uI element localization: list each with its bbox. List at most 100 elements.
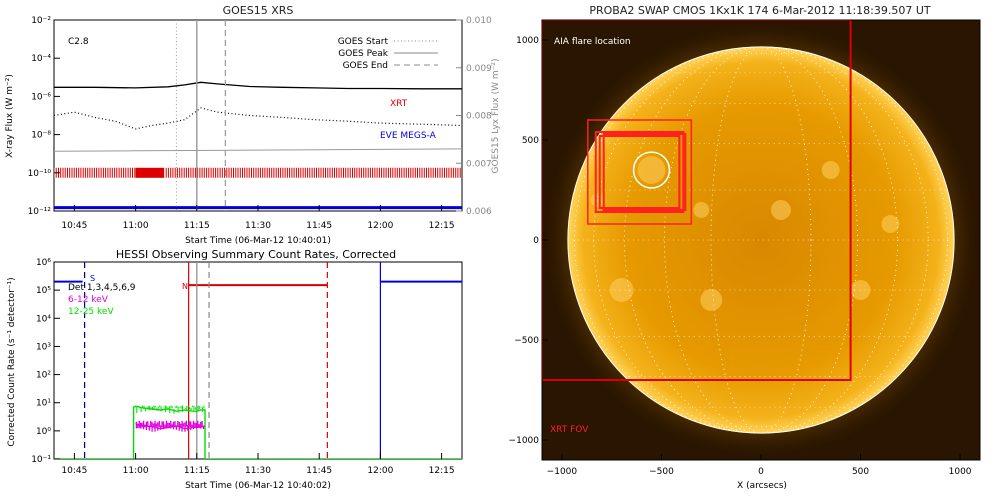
swap-y-tick-label: 500 — [522, 136, 539, 146]
swap-xrt-fov-box — [542, 20, 852, 381]
hessi-marker-n: N — [182, 282, 188, 291]
hessi-title: HESSI Observing Summary Count Rates, Cor… — [116, 248, 396, 261]
swap-bright-region — [850, 280, 871, 300]
goes-xlabel: Start Time (06-Mar-12 10:40:01) — [185, 236, 331, 246]
hessi-x-tick-label: 11:30 — [245, 466, 271, 476]
hessi-legend-12-25: 12-25 keV — [68, 307, 114, 317]
swap-xrt-pointing-box — [587, 119, 693, 225]
hessi-y-tick-label: 10³ — [36, 342, 51, 352]
hessi-x-tick-label: 11:00 — [123, 466, 149, 476]
goes-xrt-label: XRT — [390, 99, 408, 109]
hessi-y-tick-label: 10⁰ — [36, 427, 51, 437]
hessi-x-tick-label: 11:45 — [306, 466, 332, 476]
goes-title: GOES15 XRS — [223, 4, 294, 17]
goes-xrt-coverage — [54, 167, 461, 178]
swap-xrt-fov-label: XRT FOV — [550, 425, 589, 435]
hessi-y-tick-label: 10⁻¹ — [31, 455, 51, 465]
goes-right-tick-label: 0.010 — [466, 16, 492, 26]
swap-x-tick-label: 0 — [758, 467, 764, 477]
hessi-ylabel: Corrected Count Rate (s⁻¹ detector⁻¹) — [7, 277, 17, 446]
swap-bright-region — [637, 156, 666, 184]
swap-title: PROBA2 SWAP CMOS 1Kx1K 174 6-Mar-2012 11… — [589, 4, 931, 17]
swap-x-tick-label: 1000 — [949, 467, 972, 477]
swap-grid-longitude — [574, 46, 948, 434]
hessi-series-6-12-noise — [135, 420, 205, 432]
swap-y-tick-label: 0 — [533, 236, 539, 246]
swap-bright-region — [693, 202, 710, 218]
goes-x-tick-label: 11:15 — [184, 221, 210, 231]
goes-ylabel-right: GOES15 Lyx Flux (W m⁻²) — [491, 59, 501, 174]
hessi-x-tick-label: 12:15 — [429, 466, 455, 476]
swap-y-tick-label: −1000 — [509, 436, 540, 446]
goes-right-tick-label: 0.008 — [466, 112, 492, 122]
goes-x-tick-label: 12:00 — [367, 221, 393, 231]
hessi-xlabel: Start Time (06-Mar-12 10:40:02) — [185, 481, 331, 491]
swap-xrt-pointing-box — [602, 133, 687, 211]
hessi-panel: HESSI Observing Summary Count Rates, Cor… — [7, 248, 463, 491]
goes-flare-class: C2.8 — [68, 37, 89, 47]
swap-y-tick-label: −500 — [514, 336, 539, 346]
swap-panel: PROBA2 SWAP CMOS 1Kx1K 174 6-Mar-2012 11… — [509, 4, 981, 491]
goes-series-0 — [54, 81, 462, 90]
goes-x-tick-label: 11:30 — [245, 221, 271, 231]
hessi-marker-s: S — [90, 274, 95, 283]
goes-left-tick-label: 10⁻⁸ — [31, 131, 51, 141]
hessi-legend: Det 1,3,4,5,6,9 6-12 keV 12-25 keV — [68, 283, 136, 317]
swap-grid-longitude — [710, 46, 812, 434]
goes-xrt-coverage-solid — [135, 167, 165, 178]
hessi-series-12-25-noise — [133, 405, 205, 414]
swap-x-tick-label: −1000 — [547, 467, 578, 477]
swap-bright-region — [881, 215, 900, 233]
goes-series-1 — [54, 107, 462, 130]
goes-left-tick-label: 10⁻¹⁰ — [28, 169, 52, 179]
goes-left-tick-label: 10⁻⁴ — [31, 54, 51, 64]
swap-x-tick-label: −500 — [649, 467, 674, 477]
swap-bright-region — [609, 278, 634, 302]
swap-xlabel: X (arcsecs) — [737, 481, 787, 491]
hessi-legend-6-12: 6-12 keV — [68, 295, 109, 305]
swap-xrt-pointing-box — [598, 135, 681, 209]
hessi-y-tick-label: 10⁶ — [36, 258, 51, 268]
goes-right-tick-label: 0.006 — [466, 207, 492, 217]
hessi-x-tick-label: 10:45 — [61, 466, 87, 476]
goes-eve-label: EVE MEGS-A — [380, 131, 437, 141]
swap-bright-region — [821, 161, 840, 179]
goes-legend-end: GOES End — [343, 61, 388, 71]
goes-right-tick-label: 0.009 — [466, 64, 492, 74]
hessi-y-tick-label: 10⁴ — [36, 314, 51, 324]
goes-panel: GOES15 XRS 10⁻² 10⁻⁴ 10⁻⁶ 10⁻⁸ 10⁻¹⁰ 10⁻¹² 0.0… — [5, 4, 501, 246]
swap-xrt-pointing-box — [594, 131, 685, 213]
hessi-x-tick-label: 11:15 — [184, 466, 210, 476]
swap-y-tick-label: 1000 — [516, 36, 539, 46]
swap-x-tick-label: 500 — [852, 467, 869, 477]
goes-ylabel-left: X-ray Flux (W m⁻²) — [5, 74, 15, 158]
swap-aia-label: AIA flare location — [554, 37, 631, 47]
swap-grid-longitude — [593, 46, 929, 434]
swap-coordinate-grid — [567, 46, 955, 434]
goes-legend-peak: GOES Peak — [338, 49, 388, 59]
hessi-series-12-25 — [54, 405, 462, 459]
swap-solar-limb — [567, 46, 955, 434]
hessi-y-tick-label: 10⁵ — [36, 286, 51, 296]
goes-x-tick-label: 11:45 — [306, 221, 332, 231]
goes-left-tick-label: 10⁻⁶ — [31, 92, 51, 102]
goes-x-tick-label: 11:00 — [123, 221, 149, 231]
hessi-x-tick-label: 12:00 — [367, 466, 393, 476]
swap-bright-region — [700, 289, 723, 311]
goes-left-tick-label: 10⁻¹² — [28, 207, 52, 217]
goes-right-tick-label: 0.007 — [466, 159, 492, 169]
swap-grid-longitude — [664, 46, 858, 434]
goes-plot-frame — [53, 19, 463, 212]
goes-left-tick-label: 10⁻² — [31, 16, 51, 26]
hessi-legend-det: Det 1,3,4,5,6,9 — [68, 283, 136, 293]
hessi-y-tick-label: 10¹ — [36, 399, 51, 409]
goes-series-2 — [54, 148, 462, 152]
swap-bright-region — [590, 193, 605, 207]
hessi-y-tick-label: 10² — [36, 371, 51, 381]
goes-x-tick-label: 10:45 — [61, 221, 87, 231]
goes-legend-start: GOES Start — [338, 37, 389, 47]
swap-solar-disk — [567, 46, 955, 434]
swap-aia-flare-circle — [632, 151, 671, 189]
goes-legend: GOES Start GOES Peak GOES End — [338, 37, 438, 71]
